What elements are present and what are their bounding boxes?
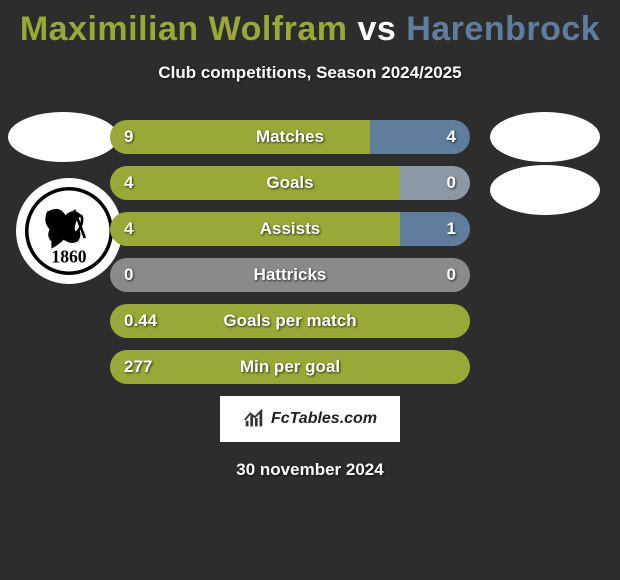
stat-bar: 277Min per goal <box>110 350 470 384</box>
badge-year: 1860 <box>51 247 86 267</box>
snapshot-date: 30 november 2024 <box>236 460 383 480</box>
stat-bar-right: 0 <box>400 166 470 200</box>
stat-value-left: 4 <box>110 173 147 193</box>
stat-bar: 94Matches <box>110 120 470 154</box>
source-name: FcTables.com <box>271 410 377 428</box>
subtitle: Club competitions, Season 2024/2025 <box>0 63 620 83</box>
player1-avatar <box>8 112 118 162</box>
stat-value-right: 0 <box>433 173 470 193</box>
source-logo: FcTables.com <box>220 396 400 442</box>
club-badge-icon: 1860 <box>25 187 113 275</box>
player1-club-badge: 1860 <box>16 178 122 284</box>
stat-bar-right: 4 <box>370 120 470 154</box>
player2-name: Harenbrock <box>406 10 600 48</box>
stat-bar-left: 4 <box>110 166 400 200</box>
stat-value-right: 4 <box>433 127 470 147</box>
stat-bar-left: 0.44 <box>110 304 470 338</box>
stat-value-right: 0 <box>433 265 470 285</box>
stat-bar-left: 9 <box>110 120 370 154</box>
stat-value-left: 0 <box>110 265 147 285</box>
stat-bar: 40Goals <box>110 166 470 200</box>
stat-bar: 41Assists <box>110 212 470 246</box>
stat-bar-right: 1 <box>400 212 470 246</box>
stat-value-left: 9 <box>110 127 147 147</box>
comparison-title: Maximilian Wolfram vs Harenbrock <box>0 0 620 49</box>
stat-value-left: 4 <box>110 219 147 239</box>
stat-bar: 0.44Goals per match <box>110 304 470 338</box>
vs-label: vs <box>357 10 396 48</box>
stat-bar-left: 0 <box>110 258 290 292</box>
stat-bar: 00Hattricks <box>110 258 470 292</box>
footer: FcTables.com 30 november 2024 <box>0 396 620 480</box>
stat-bar-left: 4 <box>110 212 400 246</box>
stat-bar-left: 277 <box>110 350 470 384</box>
stat-bar-right: 0 <box>290 258 470 292</box>
stat-value-left: 0.44 <box>110 311 171 331</box>
player1-name: Maximilian Wolfram <box>20 10 348 48</box>
stat-value-left: 277 <box>110 357 166 377</box>
comparison-bars: 94Matches40Goals41Assists00Hattricks0.44… <box>110 120 510 396</box>
chart-icon <box>243 408 265 430</box>
stat-value-right: 1 <box>433 219 470 239</box>
